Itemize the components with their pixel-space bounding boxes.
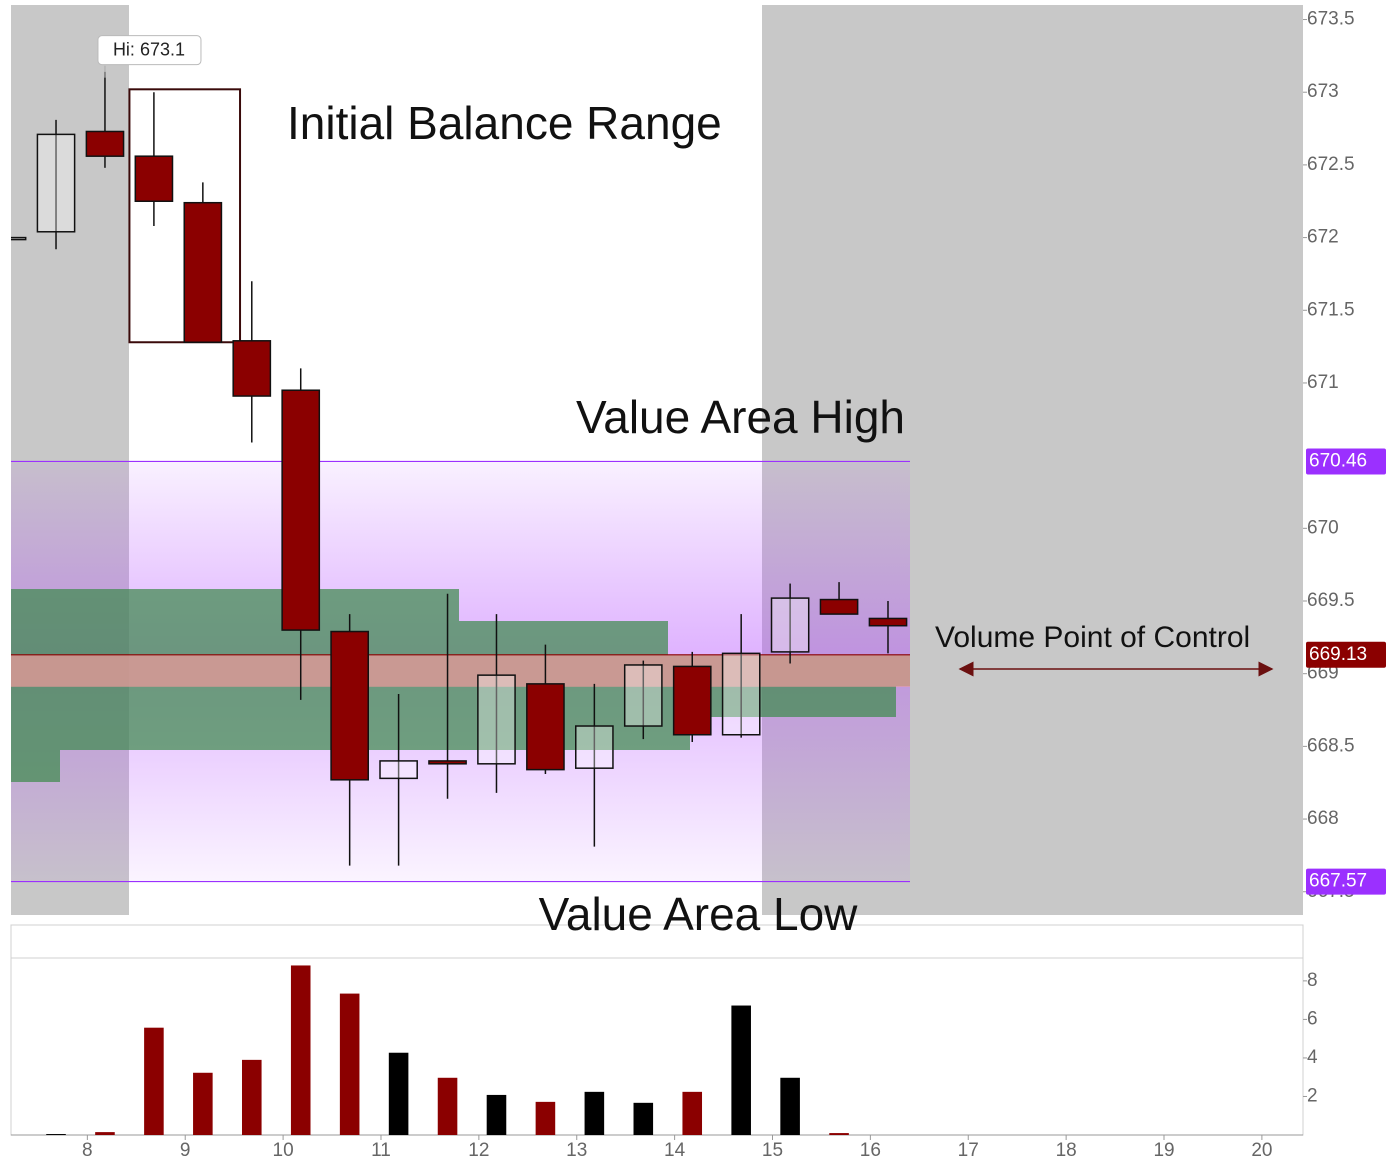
y-tick-label: 668	[1307, 808, 1339, 829]
volume-bar	[144, 1027, 164, 1135]
y-tick-label: 672	[1307, 227, 1339, 248]
volume-tick-label: 2	[1307, 1085, 1318, 1106]
candle-body	[11, 236, 27, 241]
volume-bar	[437, 1077, 458, 1135]
callout-box	[97, 35, 202, 66]
volume-bar	[241, 1059, 262, 1135]
level-tag	[1306, 448, 1386, 475]
x-tick-label: 14	[664, 1140, 686, 1161]
volume-bar	[46, 1134, 66, 1135]
y-tick-label: 671	[1307, 372, 1339, 393]
price-plot	[11, 71, 910, 883]
level-tag	[1306, 868, 1386, 895]
y-tick-label: 672.5	[1307, 154, 1355, 175]
candle-body	[134, 155, 174, 202]
candle-body	[379, 760, 418, 780]
volume-bar	[95, 1132, 115, 1135]
volume-bar	[584, 1091, 605, 1135]
candle-body	[575, 725, 614, 769]
volume-tick-label: 4	[1307, 1047, 1318, 1068]
candle-body	[770, 597, 810, 653]
candle-body	[868, 617, 908, 627]
x-tick-label: 13	[566, 1140, 587, 1161]
candle-body	[526, 683, 565, 771]
volume-bar	[193, 1072, 213, 1135]
candle-body	[819, 598, 859, 615]
candle-body	[428, 760, 467, 765]
candle-body	[477, 674, 516, 765]
candle-body	[672, 665, 712, 736]
volume-bar	[388, 1052, 409, 1135]
x-tick-label: 9	[180, 1140, 191, 1161]
volume-bar	[339, 993, 360, 1135]
x-tick-label: 18	[1056, 1140, 1077, 1161]
level-name: Volume Point of Control	[935, 621, 1250, 654]
candle-body	[183, 201, 223, 344]
volume-bar	[731, 1005, 751, 1135]
y-tick-label: 668.5	[1307, 735, 1355, 756]
y-tick-label: 671.5	[1307, 299, 1355, 320]
level-tag-label: 670.46	[1309, 450, 1367, 471]
volume-bar	[486, 1094, 507, 1135]
volume-tick-label: 6	[1307, 1008, 1318, 1029]
y-tick-label: 669	[1307, 663, 1339, 684]
y-tick-label: 669.5	[1307, 590, 1355, 611]
volume-tick-label: 8	[1307, 970, 1318, 991]
x-tick-label: 8	[82, 1140, 93, 1161]
y-tick-label: 670	[1307, 517, 1339, 538]
level-name: Value Area High	[576, 391, 905, 443]
volume-bar	[633, 1102, 654, 1135]
candle-body	[623, 664, 663, 727]
x-tick-label: 19	[1153, 1140, 1174, 1161]
y-tick-label: 673.5	[1307, 9, 1355, 30]
x-tick-label: 16	[860, 1140, 881, 1161]
callout-label: Hi: 673.1	[113, 39, 185, 59]
x-tick-label: 15	[762, 1140, 783, 1161]
volume-bar	[290, 965, 311, 1135]
level-tag	[1306, 641, 1386, 668]
x-tick-label: 17	[958, 1140, 979, 1161]
y-tick-label: 673	[1307, 81, 1339, 102]
volume-bar	[535, 1101, 556, 1135]
candle-body	[330, 630, 370, 781]
x-tick-label: 12	[468, 1140, 489, 1161]
x-tick-label: 20	[1251, 1140, 1272, 1161]
level-tag-label: 667.57	[1309, 871, 1367, 892]
candle-body	[281, 389, 321, 631]
volume-bar	[682, 1091, 703, 1135]
candle-body	[721, 652, 761, 736]
poc-band	[11, 654, 910, 687]
level-name: Value Area Low	[539, 888, 859, 940]
volume-bar	[780, 1077, 800, 1135]
x-tick-label: 10	[273, 1140, 294, 1161]
volume-bar	[829, 1133, 849, 1135]
x-tick-label: 11	[371, 1140, 391, 1161]
level-tag-label: 669.13	[1309, 644, 1367, 665]
candle-body	[232, 340, 272, 397]
candle-body	[85, 130, 125, 157]
initial-balance-label: Initial Balance Range	[287, 97, 722, 149]
candle-body	[36, 133, 76, 233]
